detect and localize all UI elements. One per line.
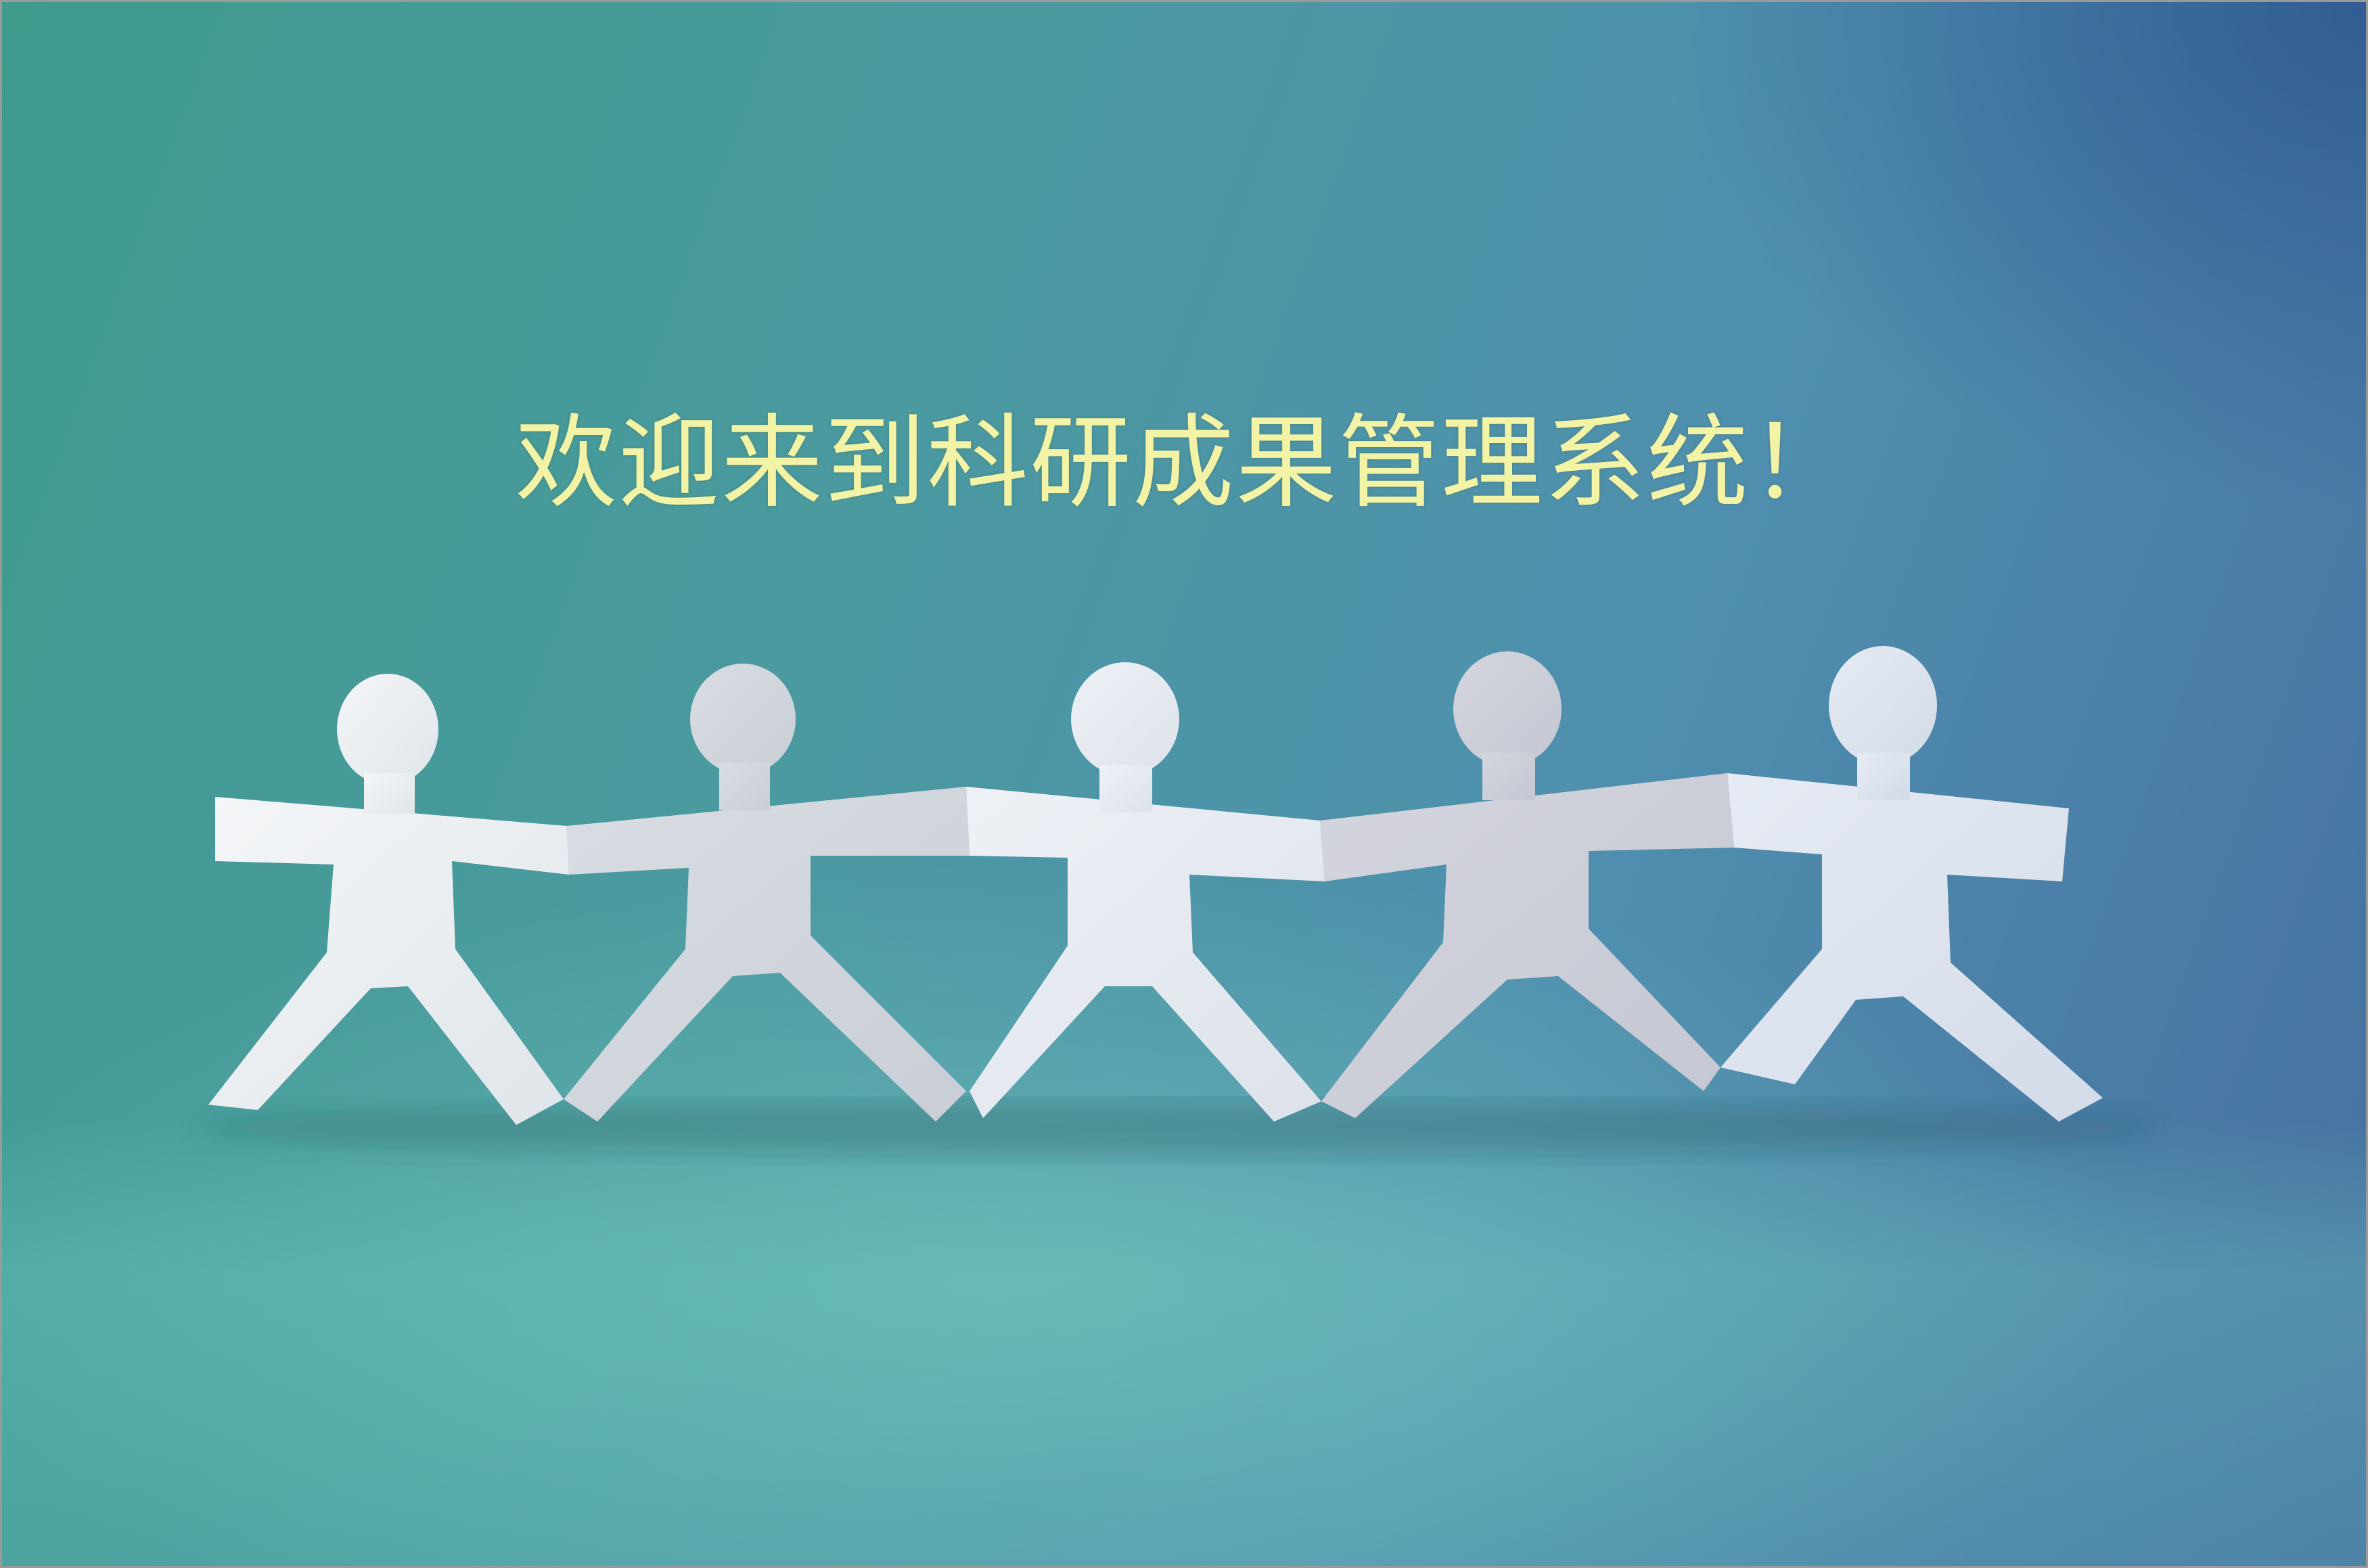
- welcome-title: 欢迎来到科研成果管理系统！: [515, 405, 1852, 522]
- ground-shadow: [198, 1101, 2160, 1155]
- paper-figure-5: [1721, 646, 2103, 1122]
- paper-figure-1: [208, 674, 569, 1125]
- paper-figure-4: [1320, 651, 1734, 1118]
- paper-figure-2: [564, 664, 970, 1122]
- floor-surface: [2, 1118, 2366, 1566]
- paper-figure-3: [966, 662, 1325, 1122]
